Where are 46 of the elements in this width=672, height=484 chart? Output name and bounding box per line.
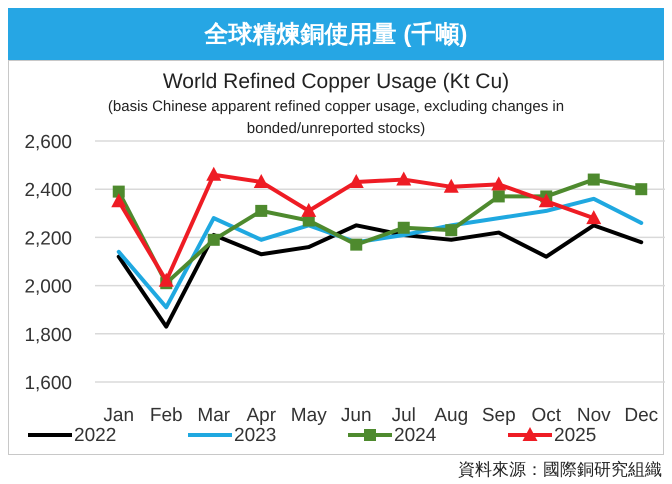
point: [255, 204, 268, 217]
x-tick-label: Jul: [392, 405, 416, 426]
point: [158, 272, 174, 287]
point: [112, 186, 125, 198]
point: [492, 190, 505, 202]
point: [398, 222, 410, 234]
point: [254, 174, 269, 188]
point: [586, 210, 602, 224]
point: [301, 202, 316, 217]
point: [445, 224, 458, 236]
point: [538, 193, 554, 208]
y-tick-label: 1,600: [24, 373, 72, 394]
y-tick-label: 1,800: [24, 324, 72, 346]
y-tick-label: 2,600: [24, 132, 72, 153]
chart-subtitle: World Refined Copper Usage (Kt Cu): [162, 70, 510, 94]
point: [206, 166, 222, 181]
chart-title: 全球精煉銅使用量 (千噸): [8, 8, 664, 60]
legend-label: 2022: [74, 425, 116, 446]
point: [588, 174, 600, 186]
x-tick-label: Aug: [434, 405, 468, 426]
point: [208, 234, 220, 246]
point: [491, 176, 506, 190]
point: [348, 174, 364, 188]
x-tick-label: Dec: [624, 405, 658, 426]
x-tick-label: Nov: [576, 405, 612, 426]
x-tick-label: Jan: [103, 405, 134, 426]
x-tick-label: Jun: [340, 405, 372, 426]
x-tick-label: Oct: [531, 405, 562, 426]
point: [635, 183, 648, 196]
x-tick-label: Sep: [482, 405, 516, 426]
point: [350, 238, 362, 251]
x-tick-label: Feb: [150, 405, 183, 426]
y-tick-label: 2,200: [24, 228, 72, 250]
legend-label: 2024: [394, 425, 437, 446]
text: (basis Chinese apparent refined copper usage, excluding changes in bonded/unreported stocks): [108, 98, 564, 137]
legend-label: 2025: [554, 425, 596, 446]
legend-label: 2023: [234, 425, 276, 446]
point: [444, 178, 459, 193]
point: [396, 172, 412, 186]
y-tick-label: 2,000: [24, 276, 72, 298]
x-tick-label: May: [290, 405, 328, 426]
x-tick-label: Apr: [246, 405, 277, 426]
x-tick-label: Mar: [197, 405, 231, 426]
source-note: 資料來源：國際銅研究組織: [458, 459, 662, 481]
y-tick-label: 2,400: [24, 180, 72, 202]
point: [111, 193, 126, 208]
